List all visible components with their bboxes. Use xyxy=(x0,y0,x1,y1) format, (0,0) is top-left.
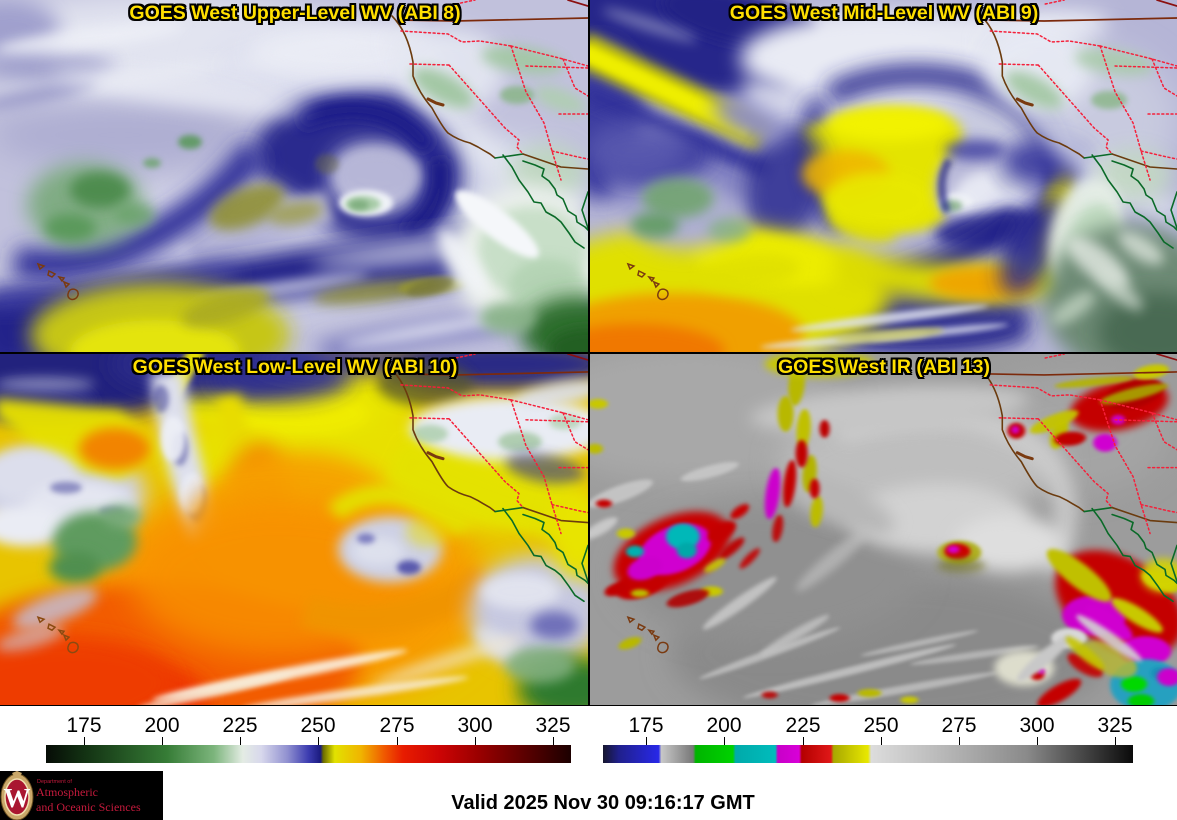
svg-text:Department of: Department of xyxy=(37,779,72,785)
svg-text:W: W xyxy=(4,783,31,813)
svg-text:and Oceanic Sciences: and Oceanic Sciences xyxy=(36,800,141,814)
svg-text:Atmospheric: Atmospheric xyxy=(36,785,98,799)
